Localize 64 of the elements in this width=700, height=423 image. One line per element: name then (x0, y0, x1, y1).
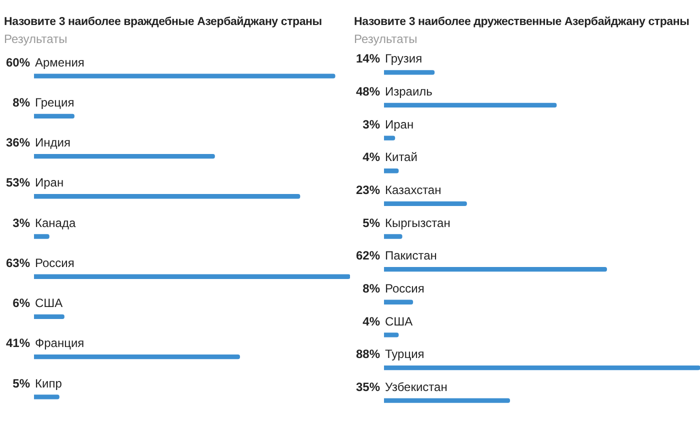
chart-subtitle: Результаты (353, 31, 418, 46)
y-tick-label: Греция (35, 95, 74, 110)
data-label: 8% (362, 281, 380, 296)
data-label: 3% (12, 216, 30, 230)
y-tick-label: Россия (35, 256, 74, 270)
y-tick-label: Армения (35, 55, 84, 70)
y-tick-label: Китай (385, 150, 418, 164)
data-label: 60% (6, 55, 30, 70)
y-tick-label: Кыргызстан (385, 216, 450, 230)
bar (34, 274, 350, 279)
data-label: 5% (362, 216, 380, 230)
data-label: 41% (6, 336, 30, 350)
bar (384, 332, 399, 338)
y-tick-label: Израиль (385, 84, 432, 99)
data-label: 35% (356, 380, 380, 394)
bar (34, 354, 240, 360)
bar (34, 74, 336, 78)
data-label: 4% (362, 314, 380, 328)
data-label: 5% (12, 376, 30, 390)
chart-subtitle: Результаты (3, 31, 68, 46)
chart-title: Назовите 3 наиболее дружественные Азербайджану страны (353, 15, 690, 28)
y-tick-label: Иран (385, 117, 414, 132)
data-label: 3% (362, 117, 380, 132)
y-tick-label: Россия (385, 281, 424, 296)
data-label: 6% (12, 296, 30, 310)
bar (384, 70, 435, 75)
bar (34, 314, 64, 320)
bar (384, 365, 700, 370)
data-label: 36% (6, 136, 30, 150)
chart-title: Назовите 3 наиболее враждебные Азербайджану страны (3, 15, 323, 28)
data-label: 53% (6, 176, 30, 190)
y-tick-label: США (385, 314, 413, 328)
data-label: 48% (356, 84, 380, 99)
bar (384, 102, 557, 108)
y-tick-label: Казахстан (385, 182, 442, 197)
data-label: 62% (356, 248, 380, 263)
y-tick-label: Пакистан (385, 248, 437, 263)
y-tick-label: США (35, 296, 63, 310)
bar (384, 398, 510, 403)
y-tick-label: Иран (35, 176, 64, 190)
y-tick-label: Узбекистан (385, 380, 448, 394)
y-tick-label: Индия (35, 136, 70, 150)
data-label: 14% (356, 52, 380, 66)
bar (34, 194, 300, 199)
y-tick-label: Кипр (35, 376, 62, 390)
y-tick-label: Франция (35, 336, 84, 350)
data-label: 63% (6, 256, 30, 270)
bar (384, 168, 399, 174)
y-tick-label: Турция (385, 347, 424, 362)
bar (384, 300, 414, 304)
bar (34, 154, 215, 159)
data-label: 23% (356, 182, 380, 197)
data-label: 88% (356, 347, 380, 362)
data-label: 4% (362, 150, 380, 164)
bar (34, 114, 74, 118)
bar (384, 136, 396, 140)
bar (384, 266, 607, 272)
bar (34, 394, 60, 400)
data-label: 8% (12, 95, 30, 110)
bar (384, 201, 467, 206)
y-tick-label: Грузия (385, 52, 422, 66)
bar (384, 234, 402, 239)
y-tick-label: Канада (35, 216, 76, 230)
bar (34, 234, 50, 239)
